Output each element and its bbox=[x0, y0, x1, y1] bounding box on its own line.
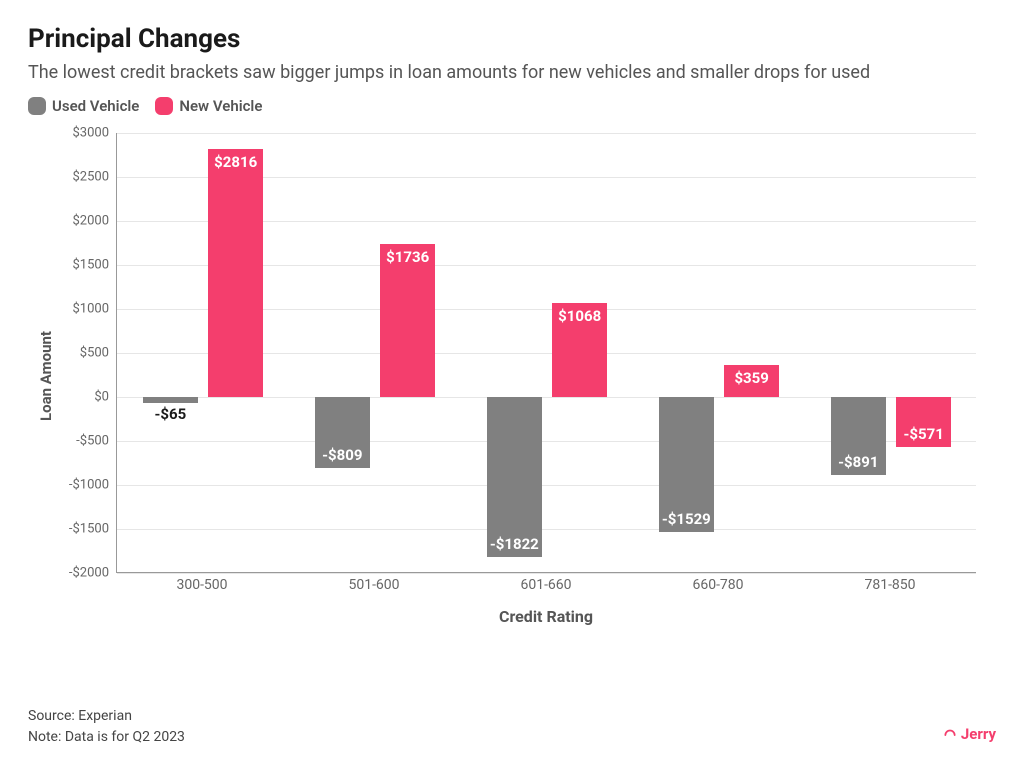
bar-value-label: -$1822 bbox=[490, 535, 539, 553]
x-tick-label: 300-500 bbox=[176, 577, 227, 593]
y-tick-label: -$2000 bbox=[69, 566, 117, 581]
bar bbox=[380, 244, 435, 397]
y-tick-label: $2500 bbox=[72, 170, 117, 185]
legend-swatch bbox=[28, 97, 46, 115]
legend-item: New Vehicle bbox=[155, 97, 262, 115]
bar-value-label: -$1529 bbox=[662, 510, 711, 528]
bar bbox=[143, 397, 198, 403]
y-tick-label: $500 bbox=[80, 346, 117, 361]
legend-swatch bbox=[155, 97, 173, 115]
brand-logo: Jerry bbox=[943, 725, 996, 743]
y-tick-label: $0 bbox=[94, 390, 117, 405]
legend: Used Vehicle New Vehicle bbox=[28, 97, 996, 115]
x-tick-label: 660-780 bbox=[692, 577, 743, 593]
y-tick-label: $1000 bbox=[72, 302, 117, 317]
bar-value-label: $2816 bbox=[214, 153, 257, 171]
chart-title: Principal Changes bbox=[28, 24, 996, 54]
y-axis-label: Loan Amount bbox=[37, 331, 55, 421]
x-tick-label: 501-600 bbox=[348, 577, 399, 593]
brand-icon bbox=[943, 727, 957, 741]
bar-value-label: $359 bbox=[734, 369, 768, 387]
bar-value-label: -$571 bbox=[904, 425, 944, 443]
chart: Loan Amount -$2000-$1500-$1000-$500$0$50… bbox=[28, 121, 996, 631]
bar-value-label: -$809 bbox=[322, 446, 362, 464]
y-tick-label: -$1000 bbox=[69, 478, 117, 493]
y-tick-label: $3000 bbox=[72, 126, 117, 141]
chart-subtitle: The lowest credit brackets saw bigger ju… bbox=[28, 62, 996, 83]
legend-label: Used Vehicle bbox=[52, 97, 139, 115]
y-tick-label: -$500 bbox=[76, 434, 117, 449]
gridline bbox=[117, 485, 976, 486]
legend-label: New Vehicle bbox=[179, 97, 262, 115]
x-axis-ticks: 300-500 501-600 601-660 660-780 781-850 bbox=[116, 577, 976, 601]
plot-area: -$2000-$1500-$1000-$500$0$500$1000$1500$… bbox=[116, 133, 976, 573]
y-tick-label: $2000 bbox=[72, 214, 117, 229]
x-tick-label: 781-850 bbox=[864, 577, 915, 593]
x-tick-label: 601-660 bbox=[520, 577, 571, 593]
y-tick-label: $1500 bbox=[72, 258, 117, 273]
y-tick-label: -$1500 bbox=[69, 522, 117, 537]
gridline bbox=[117, 133, 976, 134]
source-text: Source: Experian bbox=[28, 706, 185, 726]
bar bbox=[208, 149, 263, 397]
bar-value-label: -$65 bbox=[154, 405, 186, 423]
brand-name: Jerry bbox=[961, 725, 996, 743]
note-text: Note: Data is for Q2 2023 bbox=[28, 727, 185, 747]
gridline bbox=[117, 573, 976, 574]
bar-value-label: $1068 bbox=[558, 307, 601, 325]
x-axis-label: Credit Rating bbox=[116, 607, 976, 626]
gridline bbox=[117, 529, 976, 530]
bar bbox=[487, 397, 542, 557]
footer: Source: Experian Note: Data is for Q2 20… bbox=[28, 706, 185, 747]
bar-value-label: -$891 bbox=[838, 453, 878, 471]
legend-item: Used Vehicle bbox=[28, 97, 139, 115]
bar-value-label: $1736 bbox=[386, 248, 429, 266]
